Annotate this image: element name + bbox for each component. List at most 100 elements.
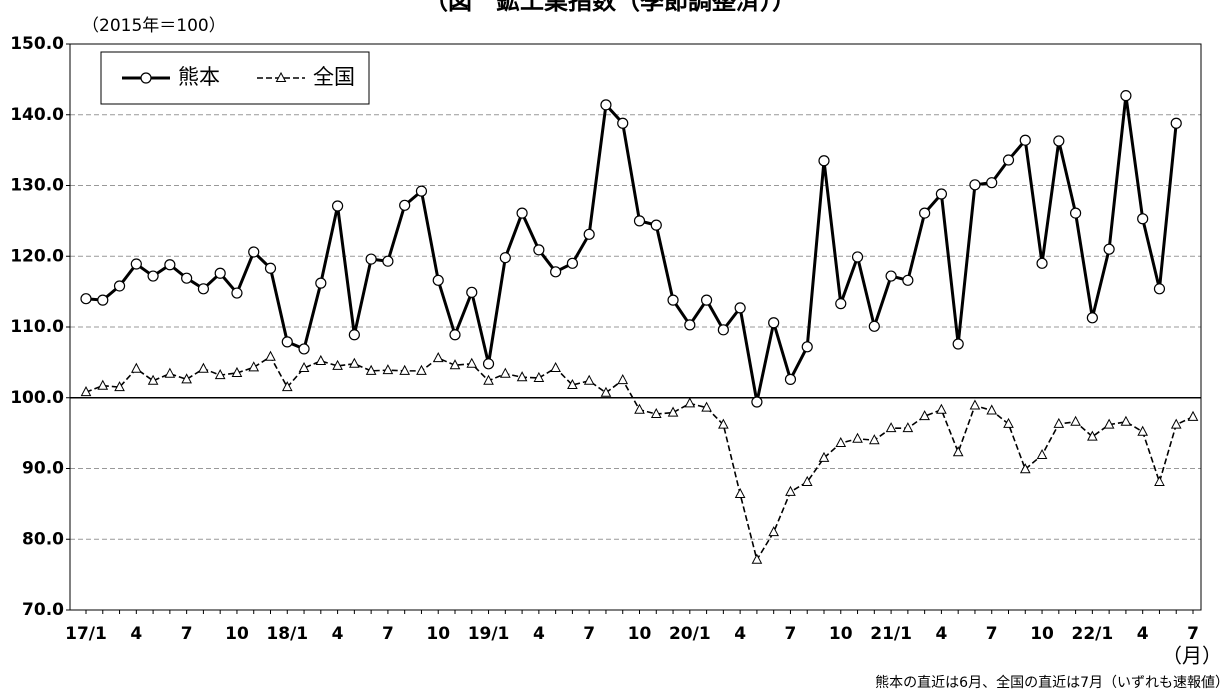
point <box>1086 312 1098 324</box>
point <box>567 378 578 390</box>
x-tick-label: 10 <box>225 624 249 644</box>
point <box>382 255 394 267</box>
point <box>650 407 662 419</box>
point <box>315 277 327 289</box>
point <box>198 362 209 373</box>
point <box>97 379 109 390</box>
point <box>684 319 696 331</box>
point <box>1069 207 1082 219</box>
point <box>1036 257 1048 269</box>
point <box>281 381 293 392</box>
x-tick-label: 7 <box>382 624 394 644</box>
point <box>130 258 142 270</box>
point <box>214 267 226 279</box>
point <box>1002 154 1015 166</box>
y-tick-label: 70.0 <box>22 600 64 620</box>
legend-label: 全国 <box>313 65 355 89</box>
point <box>1019 463 1031 474</box>
point <box>835 436 847 448</box>
point <box>969 399 981 410</box>
y-tick-label: 100.0 <box>10 388 64 408</box>
point <box>248 361 260 372</box>
point <box>466 357 478 368</box>
point <box>667 406 679 417</box>
point <box>986 404 998 415</box>
plot-frame <box>69 43 1202 611</box>
point <box>533 371 545 382</box>
point <box>349 357 360 368</box>
point <box>1154 475 1165 486</box>
point <box>147 270 159 282</box>
point <box>818 451 830 462</box>
point <box>482 358 495 370</box>
point <box>164 259 176 271</box>
series-line <box>85 355 1194 562</box>
point <box>801 341 813 353</box>
point <box>382 364 394 375</box>
point <box>516 207 528 219</box>
point <box>718 418 729 429</box>
point <box>181 373 192 384</box>
point <box>952 446 964 457</box>
point <box>265 350 276 361</box>
point <box>130 362 142 373</box>
point <box>281 336 293 348</box>
x-tick-label: 7 <box>583 624 595 644</box>
point <box>768 317 780 329</box>
point <box>936 403 947 414</box>
point <box>583 374 595 385</box>
point <box>919 410 930 421</box>
point <box>248 246 260 258</box>
point <box>1053 135 1065 147</box>
point <box>1003 417 1014 428</box>
point <box>700 294 713 306</box>
x-tick-label: 10 <box>829 624 853 644</box>
unit-label: （2015年＝100） <box>82 16 226 36</box>
point <box>399 199 411 211</box>
point <box>902 422 914 433</box>
x-tick-label: 21/1 <box>870 624 912 644</box>
point <box>348 329 360 341</box>
point <box>734 487 746 498</box>
point <box>499 367 511 378</box>
x-tick-label: 20/1 <box>669 624 711 644</box>
point <box>147 374 159 385</box>
point <box>986 177 998 189</box>
point <box>164 367 176 378</box>
point <box>851 251 864 263</box>
point <box>113 280 126 292</box>
x-tick-label: 17/1 <box>65 624 107 644</box>
point <box>885 422 897 433</box>
point <box>868 320 880 332</box>
point <box>214 369 226 380</box>
point <box>275 71 287 82</box>
point <box>449 329 461 341</box>
x-tick-label: 22/1 <box>1072 624 1114 644</box>
note: 熊本の直近は6月、全国の直近は7月（いずれも速報値） <box>875 674 1229 691</box>
point <box>952 338 964 350</box>
point <box>784 373 797 385</box>
point <box>416 364 427 375</box>
point <box>751 553 763 564</box>
point <box>919 207 931 219</box>
x-tick-label: 4 <box>935 624 947 644</box>
point <box>902 274 914 286</box>
point <box>868 434 880 445</box>
y-tick-label: 80.0 <box>22 529 64 549</box>
point <box>399 364 411 375</box>
point <box>969 179 981 191</box>
point <box>533 244 545 256</box>
point <box>550 266 562 278</box>
point <box>298 361 310 373</box>
y-tick-label: 130.0 <box>10 176 64 196</box>
x-tick-label: 4 <box>130 624 142 644</box>
point <box>617 373 629 385</box>
point <box>264 262 277 274</box>
point <box>650 219 662 231</box>
point <box>365 253 377 265</box>
point <box>835 298 847 310</box>
point <box>432 352 444 363</box>
point <box>885 270 897 282</box>
y-tick-label: 90.0 <box>22 459 64 479</box>
point <box>432 274 444 286</box>
